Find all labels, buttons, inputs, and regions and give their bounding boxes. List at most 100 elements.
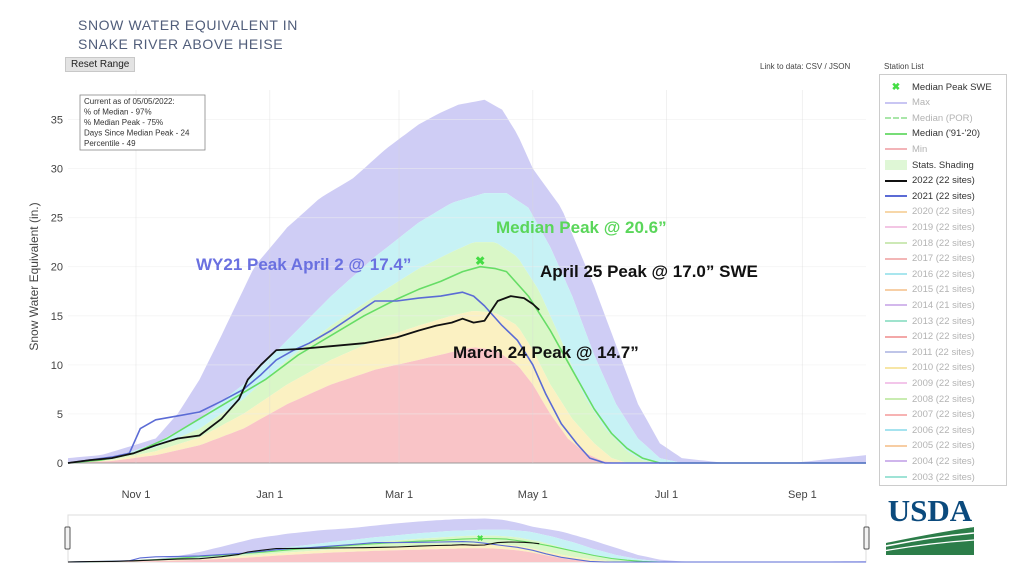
y-tick-label: 20 (51, 262, 63, 274)
legend-item[interactable]: 2011 (22 sites) (885, 344, 1005, 360)
legend-item[interactable]: 2008 (22 sites) (885, 391, 1005, 407)
legend-label: 2003 (22 sites) (912, 471, 975, 483)
median-line (67, 265, 866, 464)
legend-item[interactable]: 2004 (22 sites) (885, 453, 1005, 469)
slider-min-shading (68, 548, 866, 562)
stats-box: Current as of 05/05/2022: % of Median - 9… (79, 94, 206, 151)
legend-symbol (885, 346, 907, 358)
legend-symbol (885, 268, 907, 280)
legend-label: 2014 (21 sites) (912, 299, 975, 311)
legend-item[interactable]: 2019 (22 sites) (885, 219, 1005, 235)
min-shading (68, 347, 866, 463)
legend: ✖ Median Peak SWE Max Median (POR) Median ('… (879, 74, 1007, 486)
legend-item[interactable]: 2022 (22 sites) (885, 173, 1005, 189)
peak-annotation: April 25 Peak @ 17.0” SWE (540, 262, 758, 281)
x-tick-label: Mar 1 (385, 489, 413, 501)
range-handle-right[interactable] (863, 526, 870, 550)
legend-symbol (885, 284, 907, 296)
legend-item[interactable]: Stats. Shading (885, 157, 1005, 173)
slider-median-line (67, 537, 866, 563)
x-tick-label: Sep 1 (788, 489, 817, 501)
stats-box-frame (79, 94, 206, 151)
legend-label: Median ('91-'20) (912, 128, 981, 140)
legend-item[interactable]: 2006 (22 sites) (885, 422, 1005, 438)
legend-item[interactable]: 2013 (22 sites) (885, 313, 1005, 329)
legend-label: 2012 (22 sites) (912, 331, 975, 343)
legend-label: 2017 (22 sites) (912, 253, 975, 265)
legend-symbol (885, 424, 907, 436)
slider-wy2021-line (67, 541, 866, 563)
slider-lower-shading (68, 543, 866, 562)
legend-item[interactable]: ✖ Median Peak SWE (885, 79, 1005, 95)
max-shading (68, 99, 866, 464)
y-tick-label: 0 (57, 458, 63, 470)
legend-symbol (885, 299, 907, 311)
legend-symbol (885, 159, 907, 171)
legend-symbol (885, 221, 907, 233)
legend-item[interactable]: 2017 (22 sites) (885, 251, 1005, 267)
x-tick-label: Nov 1 (122, 489, 151, 501)
legend-label: 2006 (22 sites) (912, 424, 975, 436)
legend-symbol (885, 237, 907, 249)
legend-label: 2022 (22 sites) (912, 175, 975, 187)
legend-item[interactable]: 2007 (22 sites) (885, 407, 1005, 423)
legend-item[interactable]: Min (885, 141, 1005, 157)
median-peak-marker: ✖ (475, 254, 485, 268)
peak-annotation: Median Peak @ 20.6” (496, 218, 667, 237)
legend-label: 2013 (22 sites) (912, 315, 975, 327)
slider-max-shading (68, 518, 866, 562)
legend-symbol: ✖ (891, 81, 901, 93)
legend-item[interactable]: 2005 (22 sites) (885, 438, 1005, 454)
link-to-data[interactable]: Link to data: CSV / JSON (760, 62, 851, 71)
usda-logo-text: USDA (888, 493, 973, 528)
legend-item[interactable]: 2021 (22 sites) (885, 188, 1005, 204)
legend-item[interactable]: Max (885, 95, 1005, 111)
y-tick-label: 10 (51, 360, 63, 372)
legend-symbol (885, 315, 907, 327)
legend-item[interactable]: 2020 (22 sites) (885, 204, 1005, 220)
legend-symbol (885, 112, 907, 124)
legend-item[interactable]: 2010 (22 sites) (885, 360, 1005, 376)
legend-label: 2016 (22 sites) (912, 268, 975, 280)
legend-item[interactable]: 2014 (21 sites) (885, 297, 1005, 313)
legend-item[interactable]: Median (POR) (885, 110, 1005, 126)
legend-item[interactable]: 2015 (21 sites) (885, 282, 1005, 298)
legend-symbol (885, 455, 907, 467)
legend-label: 2011 (22 sites) (912, 346, 975, 358)
legend-symbol (885, 409, 907, 421)
legend-symbol (885, 253, 907, 265)
range-handle-left[interactable] (64, 526, 71, 550)
legend-label: Median Peak SWE (912, 81, 992, 93)
slider-wy2022-line (67, 541, 540, 563)
legend-label: 2007 (22 sites) (912, 409, 975, 421)
stats-box-line: Percentile - 49 (84, 139, 136, 148)
legend-label: 2004 (22 sites) (912, 455, 975, 467)
lower-shading (68, 311, 866, 463)
reset-range-button[interactable]: Reset Range (65, 57, 136, 72)
legend-label: 2019 (22 sites) (912, 221, 975, 233)
station-list-link[interactable]: Station List (884, 62, 924, 71)
x-tick-label: Jan 1 (256, 489, 283, 501)
legend-symbol (885, 362, 907, 374)
legend-item[interactable]: 2009 (22 sites) (885, 375, 1005, 391)
wy2021-line (67, 291, 866, 464)
chart-title: SNOW WATER EQUIVALENT IN SNAKE RIVER ABO… (78, 17, 299, 52)
wy2022-line (67, 295, 540, 464)
slider-median-peak-marker: ✖ (477, 534, 484, 543)
legend-item[interactable]: 2016 (22 sites) (885, 266, 1005, 282)
legend-item[interactable]: 2018 (22 sites) (885, 235, 1005, 251)
legend-item[interactable]: 2012 (22 sites) (885, 329, 1005, 345)
legend-item[interactable]: Median ('91-'20) (885, 126, 1005, 142)
legend-item[interactable]: 2003 (22 sites) (885, 469, 1005, 485)
stats-box-line: % Median Peak - 75% (84, 118, 163, 127)
stats-box-line: % of Median - 97% (84, 108, 152, 117)
legend-label: 2020 (22 sites) (912, 206, 975, 218)
legend-label: 2005 (22 sites) (912, 440, 975, 452)
legend-symbol (885, 471, 907, 483)
y-tick-label: 5 (57, 409, 63, 421)
median-shading (68, 242, 866, 463)
x-tick-label: Jul 1 (655, 489, 678, 501)
y-tick-label: 15 (51, 311, 63, 323)
legend-symbol (885, 190, 907, 202)
stats-box-line: Current as of 05/05/2022: (84, 97, 175, 106)
